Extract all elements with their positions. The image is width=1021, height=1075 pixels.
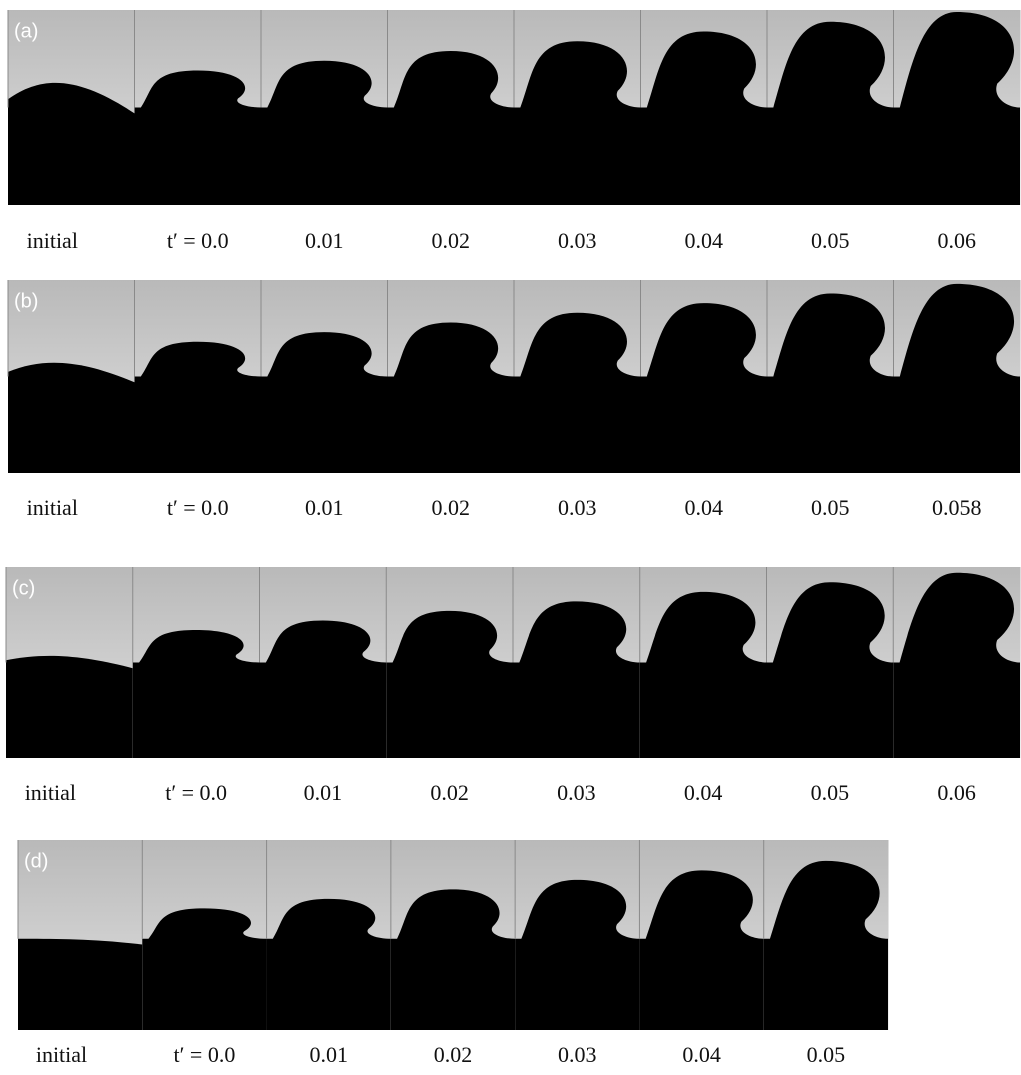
liquid-profile bbox=[767, 21, 894, 206]
liquid-profile bbox=[515, 879, 640, 1030]
time-label: initial bbox=[25, 780, 76, 805]
time-label: t′ = 0.0 bbox=[165, 780, 227, 805]
liquid-profile bbox=[893, 283, 1020, 473]
panel-label: (b) bbox=[14, 290, 38, 312]
panel: initial t′ = 0.0 0.01 0.02 0.03 0.04 0.05 0.06 (… bbox=[5, 567, 1021, 805]
time-label: 0.06 bbox=[938, 228, 977, 253]
liquid-profile bbox=[134, 341, 261, 473]
time-label: 0.02 bbox=[434, 1042, 473, 1067]
time-label: 0.03 bbox=[558, 228, 597, 253]
panel-label: (a) bbox=[14, 20, 38, 42]
time-label: initial bbox=[27, 228, 78, 253]
liquid-profile bbox=[767, 293, 894, 473]
liquid-profile bbox=[893, 572, 1020, 758]
liquid-profile bbox=[640, 303, 767, 473]
time-label: 0.03 bbox=[557, 780, 596, 805]
time-label: initial bbox=[36, 1042, 87, 1067]
liquid-profile bbox=[261, 332, 388, 473]
time-label: 0.058 bbox=[932, 495, 982, 520]
liquid-profile bbox=[640, 31, 767, 206]
time-label: t′ = 0.0 bbox=[174, 1042, 236, 1067]
liquid-profile bbox=[134, 70, 261, 205]
time-label: 0.05 bbox=[811, 495, 850, 520]
time-label: 0.05 bbox=[807, 1042, 846, 1067]
time-label: 0.02 bbox=[432, 495, 471, 520]
panel-label: (c) bbox=[12, 577, 35, 599]
liquid-profile bbox=[261, 60, 388, 206]
liquid-profile bbox=[513, 601, 640, 758]
time-label: 0.01 bbox=[305, 495, 344, 520]
time-label: 0.04 bbox=[685, 495, 724, 520]
time-label: 0.01 bbox=[309, 1042, 348, 1067]
time-label: 0.01 bbox=[305, 228, 344, 253]
liquid-profile bbox=[6, 655, 133, 758]
time-label: initial bbox=[27, 495, 78, 520]
liquid-profile bbox=[387, 322, 514, 473]
time-label: 0.04 bbox=[684, 780, 723, 805]
time-label: 0.01 bbox=[304, 780, 343, 805]
time-label: 0.02 bbox=[432, 228, 471, 253]
time-label: 0.05 bbox=[811, 228, 850, 253]
time-label: 0.02 bbox=[430, 780, 469, 805]
liquid-profile bbox=[142, 908, 267, 1030]
panel-label: (d) bbox=[24, 850, 48, 872]
time-label: 0.03 bbox=[558, 1042, 597, 1067]
liquid-profile bbox=[386, 610, 513, 758]
liquid-profile bbox=[266, 898, 391, 1030]
liquid-profile bbox=[8, 82, 135, 205]
liquid-profile bbox=[639, 591, 767, 758]
liquid-profile bbox=[639, 870, 764, 1030]
liquid-profile bbox=[387, 50, 514, 206]
liquid-profile bbox=[893, 11, 1020, 206]
liquid-profile bbox=[766, 582, 894, 758]
time-label: 0.03 bbox=[558, 495, 597, 520]
panel: initial t′ = 0.0 0.01 0.02 0.03 0.04 0.05 (d) bbox=[17, 840, 889, 1067]
liquid-profile bbox=[259, 620, 387, 758]
liquid-profile bbox=[514, 41, 641, 206]
time-label: 0.04 bbox=[685, 228, 724, 253]
panel: initial t′ = 0.0 0.01 0.02 0.03 0.04 0.05 0.058… bbox=[7, 280, 1021, 520]
time-label: 0.06 bbox=[937, 780, 976, 805]
time-label: 0.05 bbox=[811, 780, 850, 805]
time-label: 0.04 bbox=[682, 1042, 721, 1067]
liquid-profile bbox=[390, 889, 516, 1030]
liquid-profile bbox=[514, 312, 641, 473]
liquid-profile bbox=[763, 860, 888, 1030]
liquid-profile bbox=[18, 938, 143, 1030]
time-label: t′ = 0.0 bbox=[167, 228, 229, 253]
time-label: t′ = 0.0 bbox=[167, 495, 229, 520]
panel: initial t′ = 0.0 0.01 0.02 0.03 0.04 0.05 0.06 (… bbox=[7, 10, 1021, 253]
liquid-profile bbox=[8, 362, 135, 473]
liquid-profile bbox=[132, 630, 260, 758]
